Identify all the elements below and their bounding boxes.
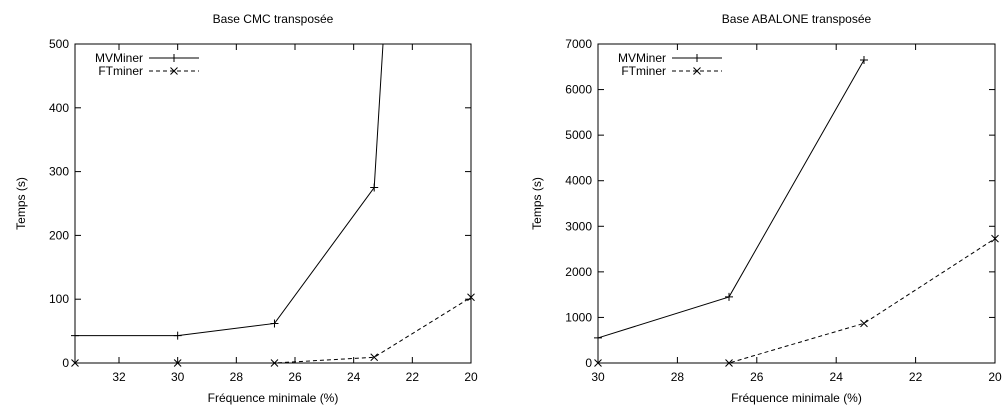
data-point-mvminer <box>270 319 279 328</box>
series-ftminer <box>71 293 475 367</box>
x-axis-label: Fréquence minimale (%) <box>731 391 862 405</box>
chart-title: Base CMC transposée <box>213 12 334 26</box>
y-tick-label: 1000 <box>565 310 592 324</box>
series-ftminer <box>594 234 999 367</box>
chart-1: Base CMC transposée 0 100 200 300 400 500 32 30 2… <box>14 12 478 405</box>
y-tick-label: 6000 <box>565 83 592 97</box>
y-tick-label: 0 <box>62 356 69 370</box>
chart-2: Base ABALONE transposée 0 1000 2000 3000 4000… <box>530 12 1002 405</box>
x-tick-label: 22 <box>406 370 420 384</box>
legend-label-mvminer: MVMiner <box>618 51 666 65</box>
data-point-ftminer <box>725 359 733 367</box>
legend-label-ftminer: FTminer <box>98 64 143 78</box>
x-tick-label: 26 <box>750 370 764 384</box>
y-tick-label: 4000 <box>565 174 592 188</box>
legend-marker-ftminer <box>693 67 701 75</box>
legend-marker-mvminer <box>693 54 701 62</box>
y-tick-label: 5000 <box>565 128 592 142</box>
data-point-mvminer <box>859 55 868 64</box>
y-tick-label: 200 <box>49 228 69 242</box>
legend-label-ftminer: FTminer <box>621 64 666 78</box>
data-point-ftminer <box>991 234 999 243</box>
data-point-ftminer <box>71 359 79 367</box>
y-axis-label: Temps (s) <box>14 177 28 230</box>
series-line-ftminer <box>75 296 472 364</box>
x-tick-label: 24 <box>347 370 361 384</box>
x-tick-label: 22 <box>909 370 923 384</box>
chart-title: Base ABALONE transposée <box>722 12 872 26</box>
y-tick-label: 7000 <box>565 37 592 51</box>
data-point-mvminer <box>594 333 602 342</box>
y-tick-label: 3000 <box>565 219 592 233</box>
data-point-mvminer <box>370 183 379 192</box>
x-tick-label: 30 <box>171 370 185 384</box>
data-point-mvminer <box>725 292 734 301</box>
legend-label-mvminer: MVMiner <box>95 51 143 65</box>
data-point-ftminer <box>467 293 475 302</box>
data-point-mvminer <box>173 331 182 340</box>
series-line-ftminer <box>598 238 996 364</box>
data-point-ftminer <box>370 353 379 362</box>
x-tick-label: 26 <box>288 370 302 384</box>
data-point-ftminer <box>594 359 602 367</box>
series-mvminer <box>594 55 868 342</box>
data-point-ftminer <box>860 319 868 328</box>
data-point-ftminer <box>270 359 279 367</box>
legend-marker-mvminer <box>170 54 178 62</box>
data-point-ftminer <box>173 359 182 367</box>
y-tick-label: 300 <box>49 165 69 179</box>
x-tick-label: 20 <box>988 370 1002 384</box>
x-tick-label: 28 <box>230 370 244 384</box>
x-tick-label: 24 <box>830 370 844 384</box>
plot-frame <box>74 43 472 364</box>
x-tick-label: 32 <box>112 370 126 384</box>
plot-frame <box>597 43 996 364</box>
series-line-mvminer <box>597 59 865 339</box>
x-axis-label: Fréquence minimale (%) <box>208 391 339 405</box>
x-tick-label: 30 <box>591 370 605 384</box>
series-line-mvminer <box>75 43 384 337</box>
y-tick-label: 400 <box>49 101 69 115</box>
y-axis-label: Temps (s) <box>530 177 544 230</box>
series-mvminer <box>71 43 384 340</box>
x-tick-label: 20 <box>464 370 478 384</box>
y-tick-label: 2000 <box>565 265 592 279</box>
legend-marker-ftminer <box>170 67 178 75</box>
y-tick-label: 100 <box>49 292 69 306</box>
y-tick-label: 500 <box>49 37 69 51</box>
y-tick-label: 0 <box>585 356 592 370</box>
data-point-mvminer <box>71 331 79 340</box>
x-tick-label: 28 <box>671 370 685 384</box>
